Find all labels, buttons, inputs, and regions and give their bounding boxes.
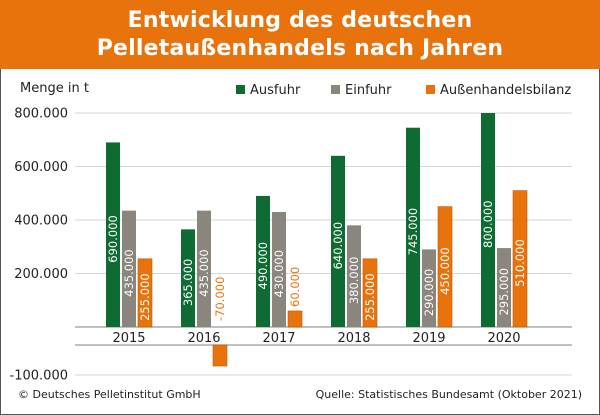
bar-einfuhr-2017 — [272, 211, 286, 327]
value-label: 435.000 — [197, 249, 211, 297]
value-label: 255.000 — [363, 273, 377, 321]
bar-ausfuhr-2017 — [256, 195, 270, 327]
x-tick-label: 2016 — [187, 331, 220, 346]
bar-außenhandelsbilanz-2020 — [512, 190, 528, 328]
value-label: 430.000 — [272, 250, 286, 298]
legend-label-3: Außenhandelsbilanz — [440, 83, 571, 98]
bar-außenhandelsbilanz-2018 — [362, 258, 378, 328]
title-line-2: Pelletaußenhandels nach Jahren — [96, 35, 504, 61]
y-tick-label: 800.000 — [14, 107, 68, 122]
y-tick-label: 400.000 — [14, 214, 68, 229]
bar-ausfuhr-2020 — [481, 113, 495, 327]
source-text: Quelle: Statistisches Bundesamt (Oktober… — [316, 388, 582, 401]
y-axis-ticks: 800.000 600.000 400.000 200.000 -100.000 — [10, 107, 68, 384]
value-label: 435.000 — [122, 249, 136, 297]
value-label: 745.000 — [406, 208, 420, 256]
legend-label-1: Ausfuhr — [250, 83, 301, 98]
title-line-1: Entwicklung des deutschen — [127, 7, 473, 33]
bar-einfuhr-2019 — [422, 249, 436, 327]
bar-außenhandelsbilanz-2019 — [437, 206, 453, 328]
bar-außenhandelsbilanz-2016 — [212, 344, 228, 367]
value-label: 380.000 — [347, 257, 361, 305]
bar-außenhandelsbilanz-2015 — [137, 258, 153, 328]
y-tick-label: -100.000 — [10, 369, 68, 384]
legend-swatch-2 — [331, 85, 340, 94]
y-axis-label: Menge in t — [20, 81, 89, 96]
x-tick-label: 2020 — [487, 331, 520, 346]
title-banner: Entwicklung des deutschen Pelletaußenhan… — [0, 0, 600, 69]
y-tick-label: 200.000 — [14, 267, 68, 282]
legend-swatch-1 — [236, 85, 245, 94]
value-label: 510.000 — [513, 239, 527, 287]
x-axis-labels: 2015 2016 2017 2018 2019 2020 — [112, 331, 520, 346]
value-label: 690.000 — [106, 215, 120, 263]
legend-swatch-3 — [426, 85, 435, 94]
copyright-text: © Deutsches Pelletinstitut GmbH — [18, 388, 201, 401]
bar-einfuhr-2020 — [497, 248, 511, 327]
x-tick-label: 2015 — [112, 331, 145, 346]
bar-ausfuhr-2015 — [106, 142, 120, 327]
bars — [106, 113, 528, 367]
x-tick-label: 2018 — [337, 331, 370, 346]
legend-label-2: Einfuhr — [345, 83, 392, 98]
bar-ausfuhr-2018 — [331, 155, 345, 327]
bar-einfuhr-2018 — [347, 225, 361, 327]
value-label: 640.000 — [331, 222, 345, 270]
value-label: 450.000 — [438, 247, 452, 295]
bar-außenhandelsbilanz-2017 — [287, 310, 303, 328]
value-label: -70.000 — [213, 277, 227, 321]
value-label: 365.000 — [181, 259, 195, 307]
value-label: 295.000 — [497, 268, 511, 316]
x-tick-label: 2017 — [262, 331, 295, 346]
value-label: 490.000 — [256, 242, 270, 290]
bar-einfuhr-2015 — [122, 210, 136, 327]
bar-ausfuhr-2019 — [406, 127, 420, 328]
legend: Ausfuhr Einfuhr Außenhandelsbilanz — [236, 83, 571, 98]
y-tick-label: 600.000 — [14, 160, 68, 175]
bar-einfuhr-2016 — [197, 210, 211, 327]
value-label: 60.000 — [288, 267, 302, 307]
x-tick-label: 2019 — [412, 331, 445, 346]
value-label: 255.000 — [138, 273, 152, 321]
bar-ausfuhr-2016 — [181, 229, 195, 327]
value-label: 800.000 — [481, 200, 495, 248]
value-label: 290.000 — [422, 269, 436, 317]
